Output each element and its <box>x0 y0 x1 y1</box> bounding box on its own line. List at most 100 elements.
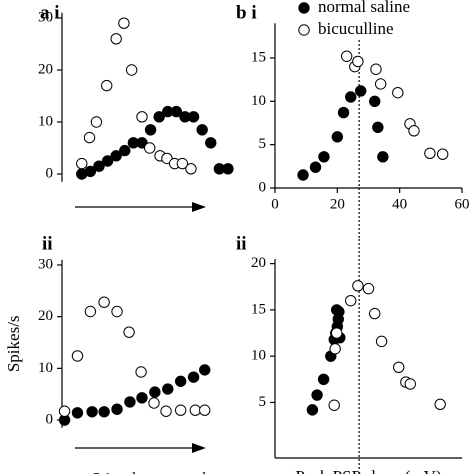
data-point <box>76 157 88 170</box>
data-point <box>111 305 123 318</box>
legend-label: normal saline <box>318 0 410 16</box>
data-point <box>110 150 122 162</box>
data-point <box>337 106 350 119</box>
y-tick-label: 0 <box>46 165 54 181</box>
data-point <box>404 378 416 390</box>
data-point <box>318 151 330 163</box>
data-point <box>123 326 135 338</box>
data-point <box>101 155 114 167</box>
data-point <box>160 405 172 417</box>
y-tick-label: 10 <box>251 348 266 364</box>
arrow-head <box>192 202 206 212</box>
y-tick-label: 20 <box>251 255 266 271</box>
y-tick-label: 5 <box>259 394 267 410</box>
data-point <box>374 78 387 90</box>
data-point <box>189 404 201 416</box>
data-point <box>199 364 211 376</box>
panel-label: ii <box>236 233 247 254</box>
data-point <box>144 124 157 136</box>
data-point <box>375 335 388 348</box>
data-point <box>370 63 382 75</box>
data-point <box>170 105 183 118</box>
data-point <box>162 383 174 395</box>
data-point <box>328 399 340 411</box>
data-point <box>222 163 234 175</box>
data-point <box>176 157 189 170</box>
data-point <box>98 406 110 418</box>
data-point <box>362 282 375 295</box>
data-point <box>329 343 341 355</box>
x-tick-label: 0 <box>271 196 279 212</box>
data-point <box>174 375 187 387</box>
data-point <box>392 86 404 99</box>
data-point <box>345 294 357 307</box>
data-point <box>436 148 449 160</box>
data-point <box>369 95 381 108</box>
data-point <box>377 151 389 163</box>
data-point <box>136 392 148 404</box>
data-point <box>71 407 84 419</box>
y-tick-label: 5 <box>259 136 267 152</box>
data-point <box>84 165 97 178</box>
data-point <box>90 116 103 128</box>
data-point <box>185 163 197 175</box>
data-point <box>110 33 122 45</box>
x-axis-label: Stimulus strength <box>91 469 211 474</box>
data-point <box>174 404 187 416</box>
data-point <box>369 307 381 320</box>
data-point <box>196 124 208 136</box>
data-point <box>83 131 96 144</box>
data-point <box>101 79 113 92</box>
data-point <box>148 397 160 409</box>
data-point <box>352 280 364 292</box>
y-tick-label: 10 <box>38 113 53 129</box>
legend-marker <box>298 2 310 14</box>
x-tick-label: 60 <box>455 196 470 212</box>
y-tick-label: 0 <box>46 411 54 427</box>
data-point <box>340 50 353 62</box>
data-point <box>297 169 309 181</box>
y-tick-label: 30 <box>38 256 53 272</box>
data-point <box>144 142 156 154</box>
data-point <box>125 64 138 76</box>
y-tick-label: 15 <box>251 49 266 65</box>
data-point <box>331 131 344 143</box>
data-point <box>71 350 84 362</box>
data-point <box>331 304 343 316</box>
data-point <box>98 296 110 308</box>
data-point <box>149 386 161 398</box>
data-point <box>309 161 322 173</box>
y-axis-label: Spikes/s <box>4 315 23 372</box>
data-point <box>355 85 367 97</box>
data-point <box>161 152 173 165</box>
data-point <box>317 373 330 386</box>
data-point <box>311 389 323 401</box>
data-point <box>424 147 436 160</box>
data-point <box>93 160 105 172</box>
data-point <box>393 361 405 373</box>
panel-label: a i <box>40 2 60 23</box>
data-point <box>372 121 384 134</box>
data-point <box>408 125 420 137</box>
y-tick-label: 10 <box>251 93 266 109</box>
x-axis-label: Peak PSP slope (mV) <box>295 467 441 474</box>
data-point <box>306 404 319 416</box>
data-point <box>84 305 97 318</box>
y-tick-label: 20 <box>38 61 53 77</box>
data-point <box>118 17 130 29</box>
data-point <box>135 366 147 378</box>
x-tick-label: 20 <box>330 196 345 212</box>
data-point <box>86 406 98 418</box>
x-tick-label: 40 <box>392 196 407 212</box>
data-point <box>199 404 211 416</box>
data-point <box>124 396 136 408</box>
arrow-head <box>192 443 206 453</box>
data-point <box>187 111 200 123</box>
data-point <box>434 398 446 411</box>
y-tick-label: 10 <box>38 360 53 376</box>
y-tick-label: 15 <box>251 301 266 317</box>
legend-label: bicuculline <box>318 19 394 38</box>
data-point <box>111 403 123 415</box>
data-point <box>119 144 131 157</box>
